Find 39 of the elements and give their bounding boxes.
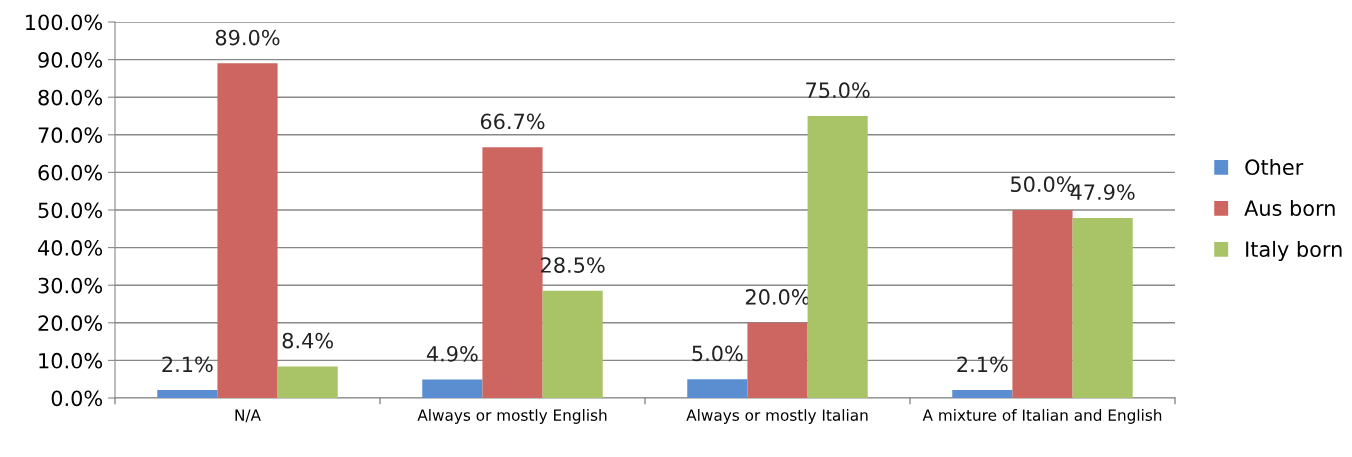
data-label: 5.0% bbox=[692, 345, 743, 362]
bar bbox=[1012, 210, 1073, 398]
bar bbox=[747, 322, 808, 398]
y-tick-label: 90.0% bbox=[38, 52, 103, 68]
data-label: 2.1% bbox=[957, 356, 1008, 373]
bar bbox=[157, 390, 218, 398]
legend-label: Other bbox=[1245, 158, 1304, 176]
y-tick-label: 80.0% bbox=[38, 89, 103, 106]
data-label: 75.0% bbox=[806, 82, 870, 99]
x-tick-label: A mixture of Italian and English bbox=[922, 409, 1162, 424]
y-tick-label: 60.0% bbox=[38, 164, 103, 181]
data-label: 2.1% bbox=[162, 356, 213, 373]
y-tick-label: 70.0% bbox=[38, 127, 103, 144]
x-tick-label: Always or mostly English bbox=[417, 409, 607, 424]
x-tick-label: N/A bbox=[235, 409, 261, 423]
legend-label: Italy born bbox=[1246, 240, 1342, 262]
bar bbox=[807, 116, 868, 398]
y-tick-label: 30.0% bbox=[38, 277, 103, 294]
data-label: 20.0% bbox=[745, 289, 810, 305]
y-tick-label: 50.0% bbox=[38, 202, 103, 219]
bar bbox=[217, 63, 278, 398]
y-tick-label: 40.0% bbox=[38, 240, 103, 256]
data-label: 4.9% bbox=[426, 345, 478, 362]
bar bbox=[277, 366, 338, 398]
bar bbox=[422, 379, 483, 398]
bar bbox=[1072, 217, 1133, 398]
y-tick-label: 20.0% bbox=[38, 315, 103, 332]
y-tick-label: 100.0% bbox=[26, 14, 103, 31]
legend-label: Aus born bbox=[1244, 199, 1335, 217]
data-label: 89.0% bbox=[215, 29, 280, 46]
y-tick-label: 10.0% bbox=[39, 352, 103, 369]
x-tick-label: Always or mostly Italian bbox=[686, 409, 868, 424]
bar bbox=[687, 379, 748, 398]
bar bbox=[482, 147, 543, 398]
data-label: 66.7% bbox=[480, 113, 545, 130]
bar bbox=[952, 390, 1013, 398]
bar bbox=[542, 290, 603, 398]
data-label: 8.4% bbox=[282, 332, 333, 349]
y-tick-label: 0.0% bbox=[51, 390, 103, 407]
